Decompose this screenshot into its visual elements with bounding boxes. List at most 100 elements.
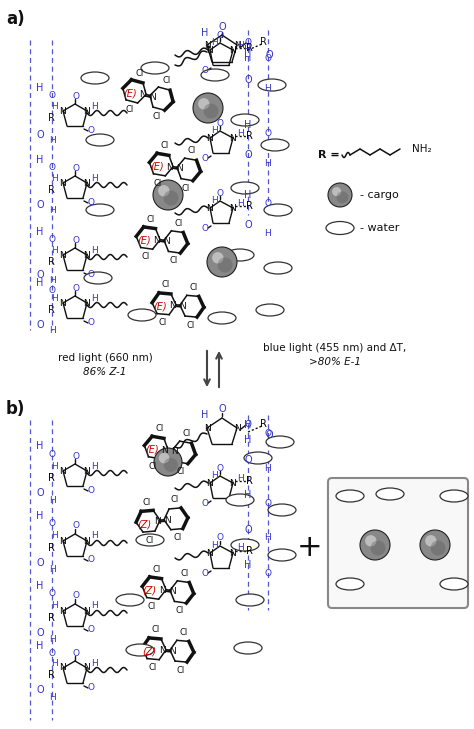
Text: O: O <box>264 429 272 437</box>
Circle shape <box>218 257 233 273</box>
Text: H: H <box>237 474 245 483</box>
Text: O: O <box>264 53 272 63</box>
Text: H: H <box>49 206 55 214</box>
Text: H: H <box>244 420 252 430</box>
Text: R: R <box>246 43 253 53</box>
Text: O: O <box>245 37 252 47</box>
Text: a): a) <box>6 10 25 28</box>
Text: N: N <box>170 301 176 310</box>
Ellipse shape <box>226 249 254 261</box>
Text: Cl: Cl <box>146 536 154 545</box>
Text: H: H <box>201 28 209 38</box>
Text: O: O <box>48 235 55 243</box>
Text: Cl: Cl <box>155 424 164 433</box>
Text: O: O <box>88 555 94 564</box>
Text: O: O <box>244 75 252 85</box>
Text: H: H <box>264 228 272 238</box>
Ellipse shape <box>86 204 114 216</box>
Text: R: R <box>260 419 266 429</box>
Text: Cl: Cl <box>149 461 157 471</box>
Text: Cl: Cl <box>183 429 191 438</box>
Text: Cl: Cl <box>170 495 178 504</box>
Text: Cl: Cl <box>190 283 198 292</box>
Text: O: O <box>244 150 252 160</box>
Ellipse shape <box>126 644 154 656</box>
Ellipse shape <box>326 222 354 235</box>
Text: H: H <box>49 276 55 284</box>
Text: N: N <box>154 235 160 245</box>
Text: N: N <box>235 424 241 432</box>
Ellipse shape <box>256 304 284 316</box>
Text: O: O <box>88 198 94 206</box>
Text: H: H <box>49 136 55 144</box>
Text: N: N <box>60 298 66 308</box>
Text: (Z): (Z) <box>137 520 151 529</box>
Ellipse shape <box>258 79 286 91</box>
Text: Cl: Cl <box>153 565 161 574</box>
Text: N: N <box>172 448 178 456</box>
Text: N: N <box>205 41 211 50</box>
Text: O: O <box>244 455 252 465</box>
Text: H: H <box>244 190 252 200</box>
Text: O: O <box>88 625 94 634</box>
Text: N: N <box>83 251 91 260</box>
Text: H: H <box>91 531 99 540</box>
Text: O: O <box>244 525 252 535</box>
Text: H: H <box>264 84 272 93</box>
Circle shape <box>371 540 385 555</box>
Text: H: H <box>52 461 58 470</box>
Text: H: H <box>49 496 55 504</box>
Text: N: N <box>180 302 186 311</box>
Text: N: N <box>83 467 91 475</box>
Text: (Z): (Z) <box>143 585 157 596</box>
Text: N: N <box>60 467 66 475</box>
Ellipse shape <box>268 549 296 561</box>
Text: blue light (455 nm) and ΔT,: blue light (455 nm) and ΔT, <box>264 343 407 353</box>
Text: O: O <box>48 520 55 529</box>
Text: R: R <box>47 257 55 267</box>
Ellipse shape <box>231 182 259 194</box>
Circle shape <box>420 530 450 560</box>
Text: N: N <box>60 607 66 615</box>
Ellipse shape <box>116 594 144 606</box>
Ellipse shape <box>440 578 468 590</box>
Circle shape <box>193 93 223 123</box>
Text: H: H <box>244 435 252 445</box>
Text: O: O <box>36 558 44 568</box>
Text: Cl: Cl <box>147 602 155 612</box>
Text: N: N <box>166 163 173 171</box>
Text: O: O <box>36 320 44 330</box>
Text: O: O <box>48 590 55 599</box>
Text: O: O <box>73 284 80 292</box>
Text: Cl: Cl <box>162 281 170 289</box>
Text: N: N <box>164 516 171 525</box>
Text: H: H <box>36 278 44 288</box>
Text: H: H <box>36 511 44 521</box>
Text: N: N <box>229 203 237 212</box>
Text: b): b) <box>6 400 26 418</box>
Text: N: N <box>229 478 237 488</box>
Text: H: H <box>91 461 99 470</box>
Text: Cl: Cl <box>173 533 182 542</box>
Ellipse shape <box>86 134 114 146</box>
Text: R: R <box>47 185 55 195</box>
Text: N: N <box>83 537 91 545</box>
Text: Cl: Cl <box>146 215 155 224</box>
Ellipse shape <box>261 139 289 151</box>
Text: H: H <box>52 531 58 540</box>
Text: O: O <box>201 66 209 74</box>
Text: H: H <box>52 658 58 668</box>
Text: R: R <box>246 546 253 556</box>
Text: N: N <box>60 537 66 545</box>
Text: (E): (E) <box>137 235 151 246</box>
Text: O: O <box>88 486 94 494</box>
Text: O: O <box>73 591 80 601</box>
Text: Cl: Cl <box>158 318 166 327</box>
Text: H: H <box>237 128 245 138</box>
Circle shape <box>425 535 437 547</box>
Text: H: H <box>201 410 209 420</box>
Ellipse shape <box>264 262 292 274</box>
Text: N: N <box>139 90 146 99</box>
Text: N: N <box>207 548 213 558</box>
Text: R: R <box>246 201 253 211</box>
